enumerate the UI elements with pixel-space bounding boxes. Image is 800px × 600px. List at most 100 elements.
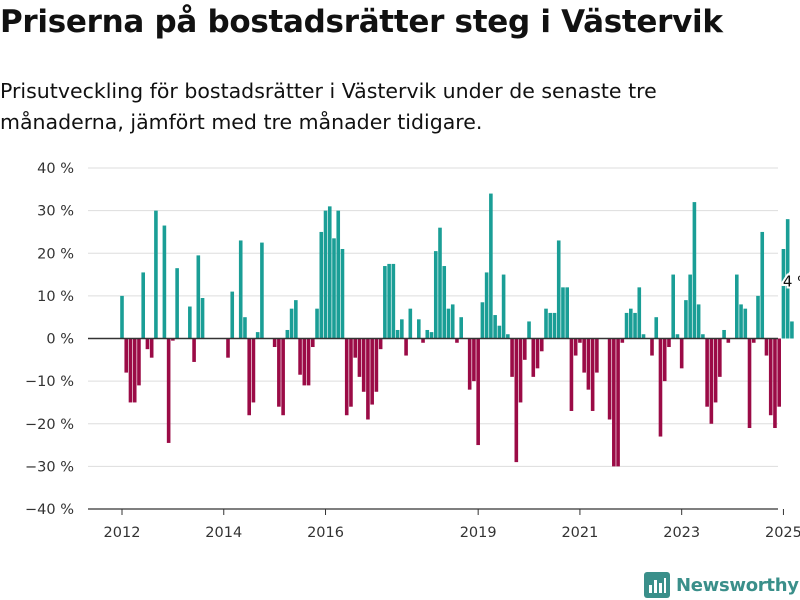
- bar: [539, 338, 544, 352]
- bar: [726, 338, 731, 343]
- bar: [238, 240, 243, 339]
- bar: [353, 338, 357, 358]
- bar: [527, 321, 531, 339]
- bar: [408, 308, 413, 339]
- x-axis-ticks: 2012 2014 2016 2019 2021 2023 2025: [104, 509, 800, 541]
- bar: [637, 287, 642, 339]
- bar: [612, 338, 616, 467]
- bar: [590, 338, 595, 411]
- bar: [624, 312, 629, 339]
- bar: [489, 193, 493, 339]
- bar: [175, 268, 179, 339]
- bar: [366, 338, 370, 420]
- bar: [429, 332, 434, 339]
- bar: [137, 338, 141, 386]
- y-axis-ticks: 40 % 30 % 20 % 10 % 0 % −10 % −20 % −30 % −40 %: [25, 161, 74, 518]
- bar: [272, 338, 277, 348]
- bar: [535, 338, 540, 369]
- bar: [425, 329, 430, 339]
- bar: [344, 338, 349, 416]
- bar: [497, 325, 502, 339]
- chart-subtitle: Prisutveckling för bostadsrätter i Väste…: [0, 79, 657, 134]
- bar: [747, 338, 752, 429]
- y-tick-label: −40 %: [25, 502, 74, 518]
- bar: [616, 338, 620, 467]
- bar: [438, 227, 442, 339]
- bar: [654, 317, 659, 339]
- bar: [285, 329, 290, 339]
- bar: [141, 272, 145, 339]
- bar: [548, 312, 553, 339]
- bar: [255, 332, 260, 339]
- bar: [281, 338, 285, 416]
- y-tick-label: −10 %: [25, 374, 74, 390]
- bar: [349, 338, 353, 407]
- bar: [336, 210, 341, 339]
- y-tick-label: −20 %: [25, 417, 74, 433]
- bar: [378, 338, 383, 350]
- bar: [188, 306, 192, 339]
- bar: [764, 338, 769, 356]
- bar: [696, 304, 701, 339]
- bar: [790, 321, 794, 339]
- bar: [442, 266, 447, 339]
- bar: [781, 248, 786, 339]
- bar: [243, 317, 247, 339]
- x-tick-label: 2023: [663, 525, 700, 541]
- bar: [247, 338, 251, 416]
- bar: [226, 338, 230, 358]
- bar: [684, 300, 688, 339]
- chart-title: Priserna på bostadsrätter steg i Västerv…: [0, 4, 723, 40]
- bar: [302, 338, 307, 386]
- bar: [679, 338, 684, 369]
- bar: [756, 295, 760, 339]
- bar: [688, 274, 692, 339]
- bar: [132, 338, 137, 403]
- bar: [124, 338, 129, 373]
- bar: [607, 338, 612, 420]
- bar: [433, 251, 438, 339]
- bar: [586, 338, 591, 390]
- bar: [506, 334, 510, 339]
- y-tick-label: −30 %: [25, 459, 74, 475]
- bar: [650, 338, 654, 356]
- bar: [294, 300, 298, 339]
- bar: [128, 338, 133, 403]
- bar: [620, 338, 625, 343]
- bar: [476, 338, 480, 446]
- bar: [658, 338, 663, 437]
- y-tick-label: 10 %: [37, 289, 74, 305]
- newsworthy-logo: Newsworthy: [644, 571, 799, 599]
- bar: [722, 329, 726, 339]
- bar: [493, 315, 497, 339]
- bar: [260, 242, 264, 339]
- bar: [340, 248, 345, 339]
- bar: [768, 338, 773, 416]
- y-tick-label: 30 %: [37, 204, 74, 220]
- bar: [760, 231, 765, 339]
- x-tick-label: 2014: [205, 525, 242, 541]
- bar: [544, 308, 548, 339]
- bar-chart: 40 %30 %20 %10 %0 %−10 %−20 %−30 %−40 % …: [25, 161, 800, 541]
- bar: [582, 338, 586, 373]
- bar: [561, 287, 565, 339]
- bar: [361, 338, 366, 392]
- bar: [785, 219, 790, 339]
- bar: [298, 338, 302, 375]
- bar: [357, 338, 362, 377]
- bar: [145, 338, 150, 350]
- y-tick-label: 20 %: [37, 246, 74, 262]
- bar: [450, 304, 455, 339]
- bar: [671, 274, 675, 339]
- bar: [162, 225, 167, 339]
- bar: [149, 338, 154, 358]
- bar: [641, 334, 646, 339]
- bar: [395, 329, 400, 339]
- bar: [705, 338, 709, 407]
- x-tick-label: 2012: [104, 525, 141, 541]
- bar: [417, 319, 421, 339]
- bar: [327, 206, 332, 339]
- bar: [662, 338, 667, 382]
- bar: [552, 312, 557, 339]
- bar: [701, 334, 705, 339]
